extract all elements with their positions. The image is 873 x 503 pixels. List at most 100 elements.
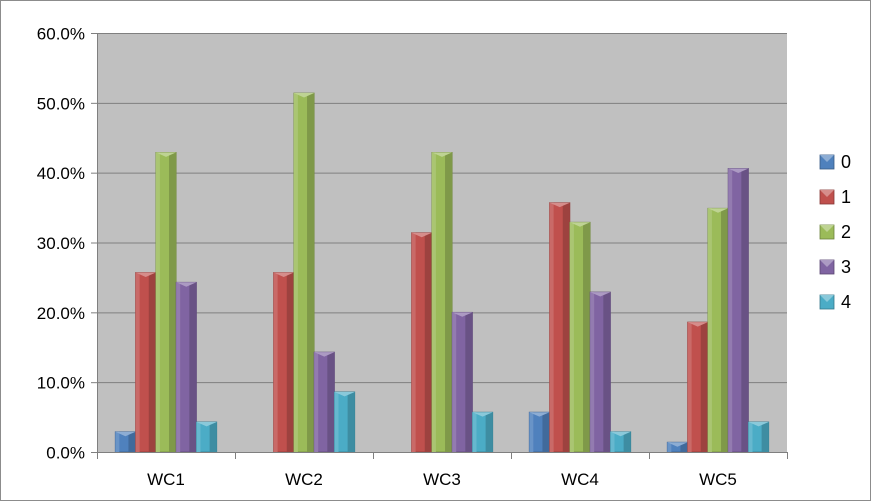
bar (293, 92, 315, 453)
bar (175, 281, 197, 453)
bar-highlight (569, 222, 574, 452)
bar (114, 431, 136, 453)
bar (135, 272, 157, 453)
bar-highlight (411, 232, 416, 452)
bar-cap (728, 168, 749, 173)
legend-label: 1 (841, 187, 851, 207)
y-tick-label: 30.0% (37, 234, 85, 253)
x-tick-label: WC4 (561, 470, 599, 489)
axes (97, 33, 787, 453)
legend-item: 0 (819, 152, 851, 172)
bar (273, 272, 295, 453)
bar-cap (155, 152, 177, 157)
legend-swatch-cap (820, 260, 834, 267)
legend-swatch-cap (820, 225, 834, 232)
bar (549, 202, 571, 453)
bars (114, 92, 770, 453)
x-tick-label: WC2 (285, 470, 323, 489)
bar-highlight (610, 431, 615, 452)
bar-cap (196, 421, 217, 427)
bar-cap (431, 152, 453, 157)
bar-highlight (155, 152, 160, 453)
bar-cap (687, 322, 708, 327)
bar-highlight (115, 431, 120, 452)
x-axis-ticks: WC1 WC2 WC3 WC4 WC5 (97, 452, 788, 489)
bar-shade (542, 412, 550, 452)
legend-swatch-cap (820, 295, 834, 302)
y-tick-label: 10.0% (37, 374, 85, 393)
bar-shade (128, 431, 136, 452)
bar-highlight (273, 272, 278, 452)
bar (431, 152, 453, 453)
bar-shade (562, 202, 570, 452)
bar-highlight (135, 272, 140, 452)
legend-label: 0 (841, 152, 851, 172)
bar (155, 152, 177, 453)
bar-highlight (314, 352, 319, 452)
bar-cap (667, 442, 688, 447)
bar-highlight (196, 421, 201, 452)
bar-shade (424, 232, 432, 452)
bar-shade (603, 292, 611, 452)
bar-highlight (176, 282, 181, 452)
bar (472, 411, 494, 453)
bar-shade (485, 412, 493, 452)
x-tick-label: WC5 (699, 470, 737, 489)
bar-highlight (293, 93, 298, 452)
y-tick-label: 0.0% (46, 444, 85, 463)
y-tick-label: 40.0% (37, 164, 85, 183)
bar-highlight (431, 152, 436, 453)
bar-cap (529, 412, 550, 417)
bar-highlight (687, 322, 692, 452)
bar (610, 431, 632, 453)
legend-swatch-cap (820, 190, 834, 197)
y-tick-label: 50.0% (37, 94, 85, 113)
bar-shade (465, 312, 473, 452)
bar-cap (472, 412, 493, 417)
legend: 0 1 2 3 4 (819, 152, 851, 312)
bar-shade (680, 442, 688, 452)
bar-shade (169, 152, 177, 453)
legend-label: 2 (841, 222, 851, 242)
bar-cap (569, 222, 591, 227)
bar-shade (286, 272, 294, 452)
bar (196, 421, 218, 453)
bar (666, 441, 688, 453)
x-tick-label: WC3 (423, 470, 461, 489)
bar (687, 321, 709, 453)
bar-shade (148, 272, 156, 452)
bar-shade (623, 431, 631, 452)
bar-shade (347, 391, 355, 452)
bar-cap (273, 272, 294, 277)
legend-label: 4 (841, 292, 851, 312)
bar (707, 207, 729, 453)
bar-highlight (728, 168, 733, 452)
bar (589, 291, 611, 453)
y-axis-ticks: 0.0% 10.0% 20.0% 30.0% 40.0% 50.0% 60.0% (37, 25, 97, 463)
bar-highlight (549, 202, 554, 452)
y-tick-label: 60.0% (37, 25, 85, 44)
legend-swatch-cap (820, 155, 834, 162)
legend-item: 4 (819, 292, 851, 312)
bar-highlight (472, 412, 477, 452)
bar-shade (741, 168, 749, 452)
bar-shade (583, 222, 591, 452)
bar-highlight (590, 292, 595, 452)
bar (313, 351, 335, 453)
bar-cap (293, 93, 315, 98)
y-tick-label: 20.0% (37, 304, 85, 323)
bar-cap (135, 272, 156, 277)
bar-highlight (529, 412, 534, 452)
bar (727, 168, 749, 453)
bar (451, 311, 473, 453)
legend-item: 2 (819, 222, 851, 242)
bar-highlight (748, 421, 753, 452)
bar-shade (700, 322, 708, 452)
bar-cap (452, 312, 473, 317)
bar-cap (549, 202, 570, 208)
bar-shade (327, 352, 335, 452)
bar-shade (189, 282, 197, 452)
bar-cap (314, 352, 335, 357)
bar-cap (610, 431, 631, 437)
